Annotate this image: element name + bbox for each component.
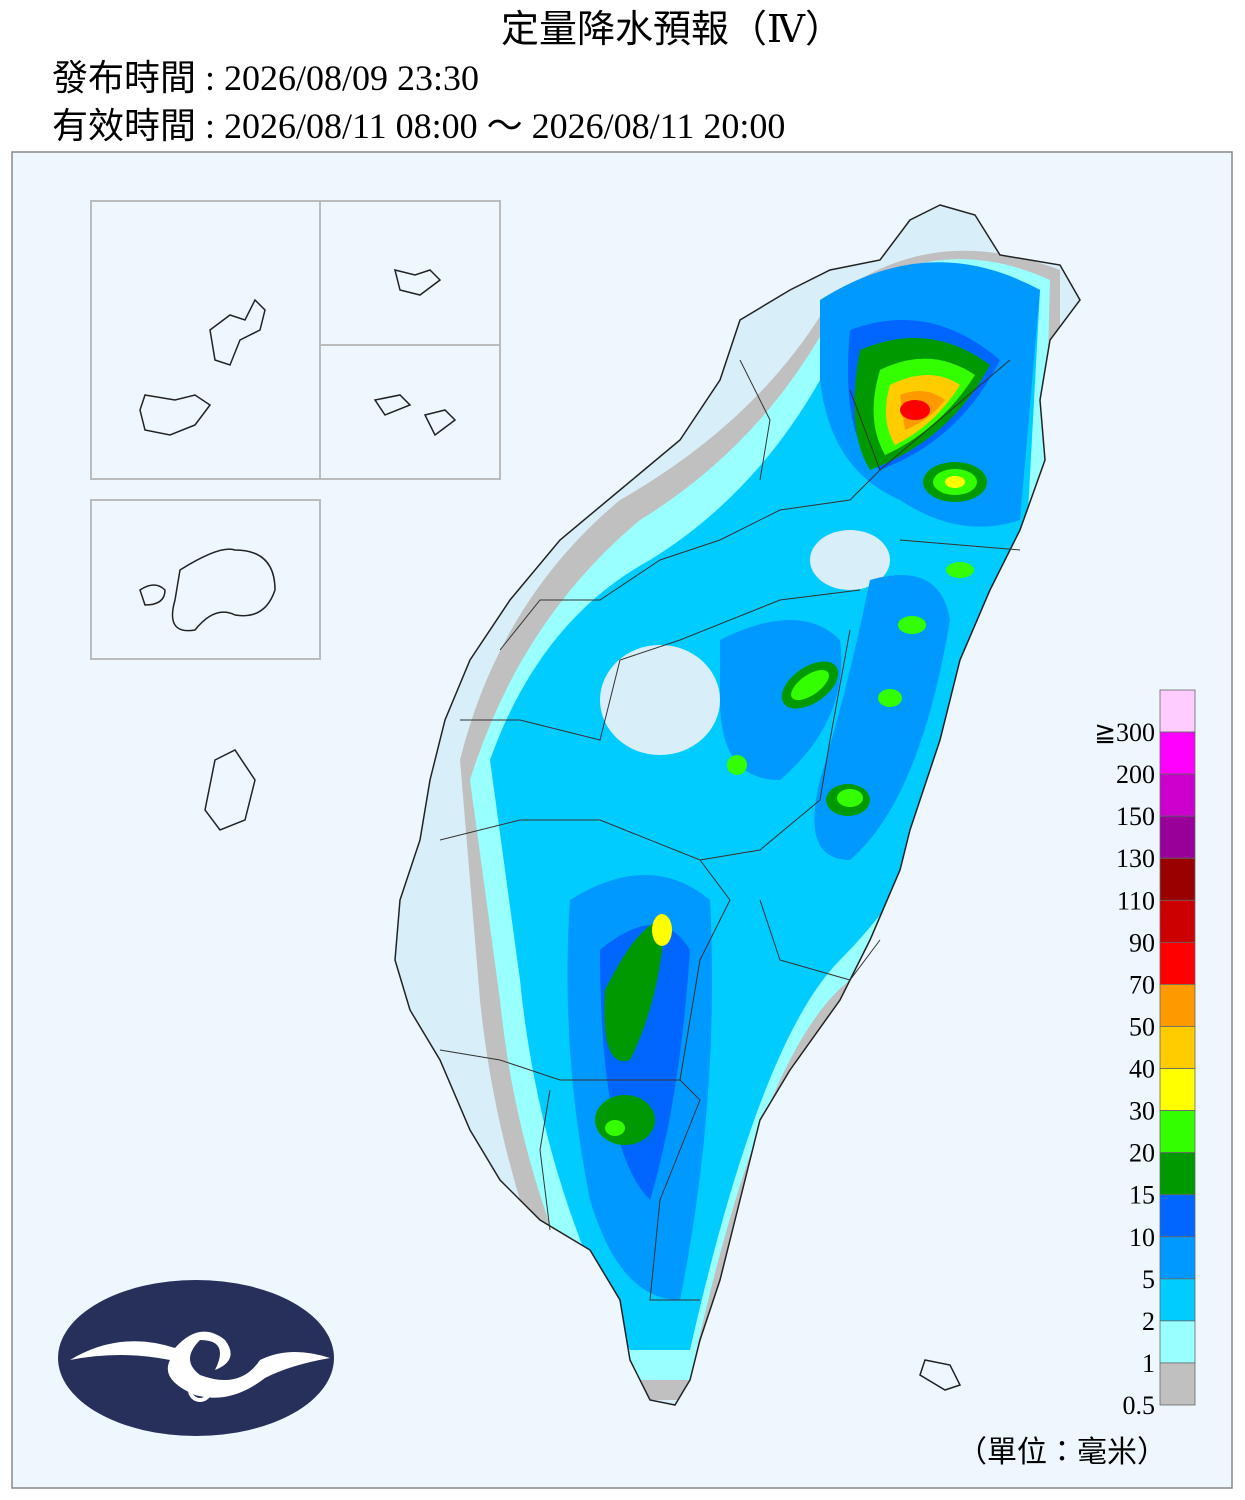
- legend-swatch: [1159, 1236, 1196, 1280]
- logo: [58, 1280, 334, 1436]
- legend-swatch: [1159, 857, 1196, 901]
- islands: [139, 268, 962, 1391]
- legend-label: 0.5: [1123, 1391, 1156, 1420]
- legend-label: 1: [1142, 1349, 1155, 1378]
- legend-label: 150: [1116, 802, 1155, 831]
- legend-swatch: [1159, 1026, 1196, 1069]
- legend-swatch: [1159, 1152, 1196, 1196]
- legend-label: 20: [1129, 1139, 1155, 1168]
- legend-swatch: [1159, 1110, 1196, 1154]
- legend: ≧300 200 150 130 110 90 70 50 40 30 20 15 10 5 2 1 0.5: [1094, 689, 1196, 1420]
- legend-label: 130: [1116, 844, 1155, 873]
- legend-label: 70: [1129, 970, 1155, 999]
- insets: [90, 200, 501, 660]
- unit-label: （單位：毫米）: [957, 1436, 1167, 1469]
- legend-label: 110: [1117, 886, 1155, 915]
- legend-label: 50: [1129, 1012, 1155, 1041]
- legend-swatch: [1159, 1320, 1196, 1364]
- legend-label: ≧300: [1094, 718, 1155, 747]
- legend-swatch: [1159, 1362, 1196, 1406]
- title: 定量降水預報（Ⅳ）: [501, 9, 843, 51]
- legend-swatch: [1159, 773, 1196, 817]
- valid-time: 有效時間 : 2026/08/11 08:00 ～ 2026/08/11 20:…: [52, 106, 785, 146]
- legend-swatch: [1159, 689, 1196, 733]
- legend-swatch: [1159, 941, 1196, 985]
- legend-label: 2: [1142, 1307, 1155, 1336]
- legend-swatch: [1159, 1194, 1196, 1238]
- legend-label: 90: [1129, 928, 1155, 957]
- legend-label: 5: [1142, 1265, 1155, 1294]
- legend-label: 10: [1129, 1223, 1155, 1252]
- legend-swatch: [1159, 815, 1196, 859]
- legend-swatch: [1159, 1278, 1196, 1322]
- legend-label: 200: [1116, 760, 1155, 789]
- legend-swatch: [1159, 731, 1196, 775]
- coastline: [394, 204, 1081, 1406]
- county-borders: [439, 359, 1021, 1301]
- legend-swatch: [1159, 984, 1196, 1027]
- legend-label: 40: [1129, 1055, 1155, 1084]
- legend-label: 15: [1129, 1181, 1155, 1210]
- legend-swatch: [1159, 899, 1196, 943]
- legend-label: 30: [1129, 1097, 1155, 1126]
- legend-swatch: [1159, 1068, 1196, 1111]
- issued-time: 發布時間 : 2026/08/09 23:30: [52, 58, 479, 98]
